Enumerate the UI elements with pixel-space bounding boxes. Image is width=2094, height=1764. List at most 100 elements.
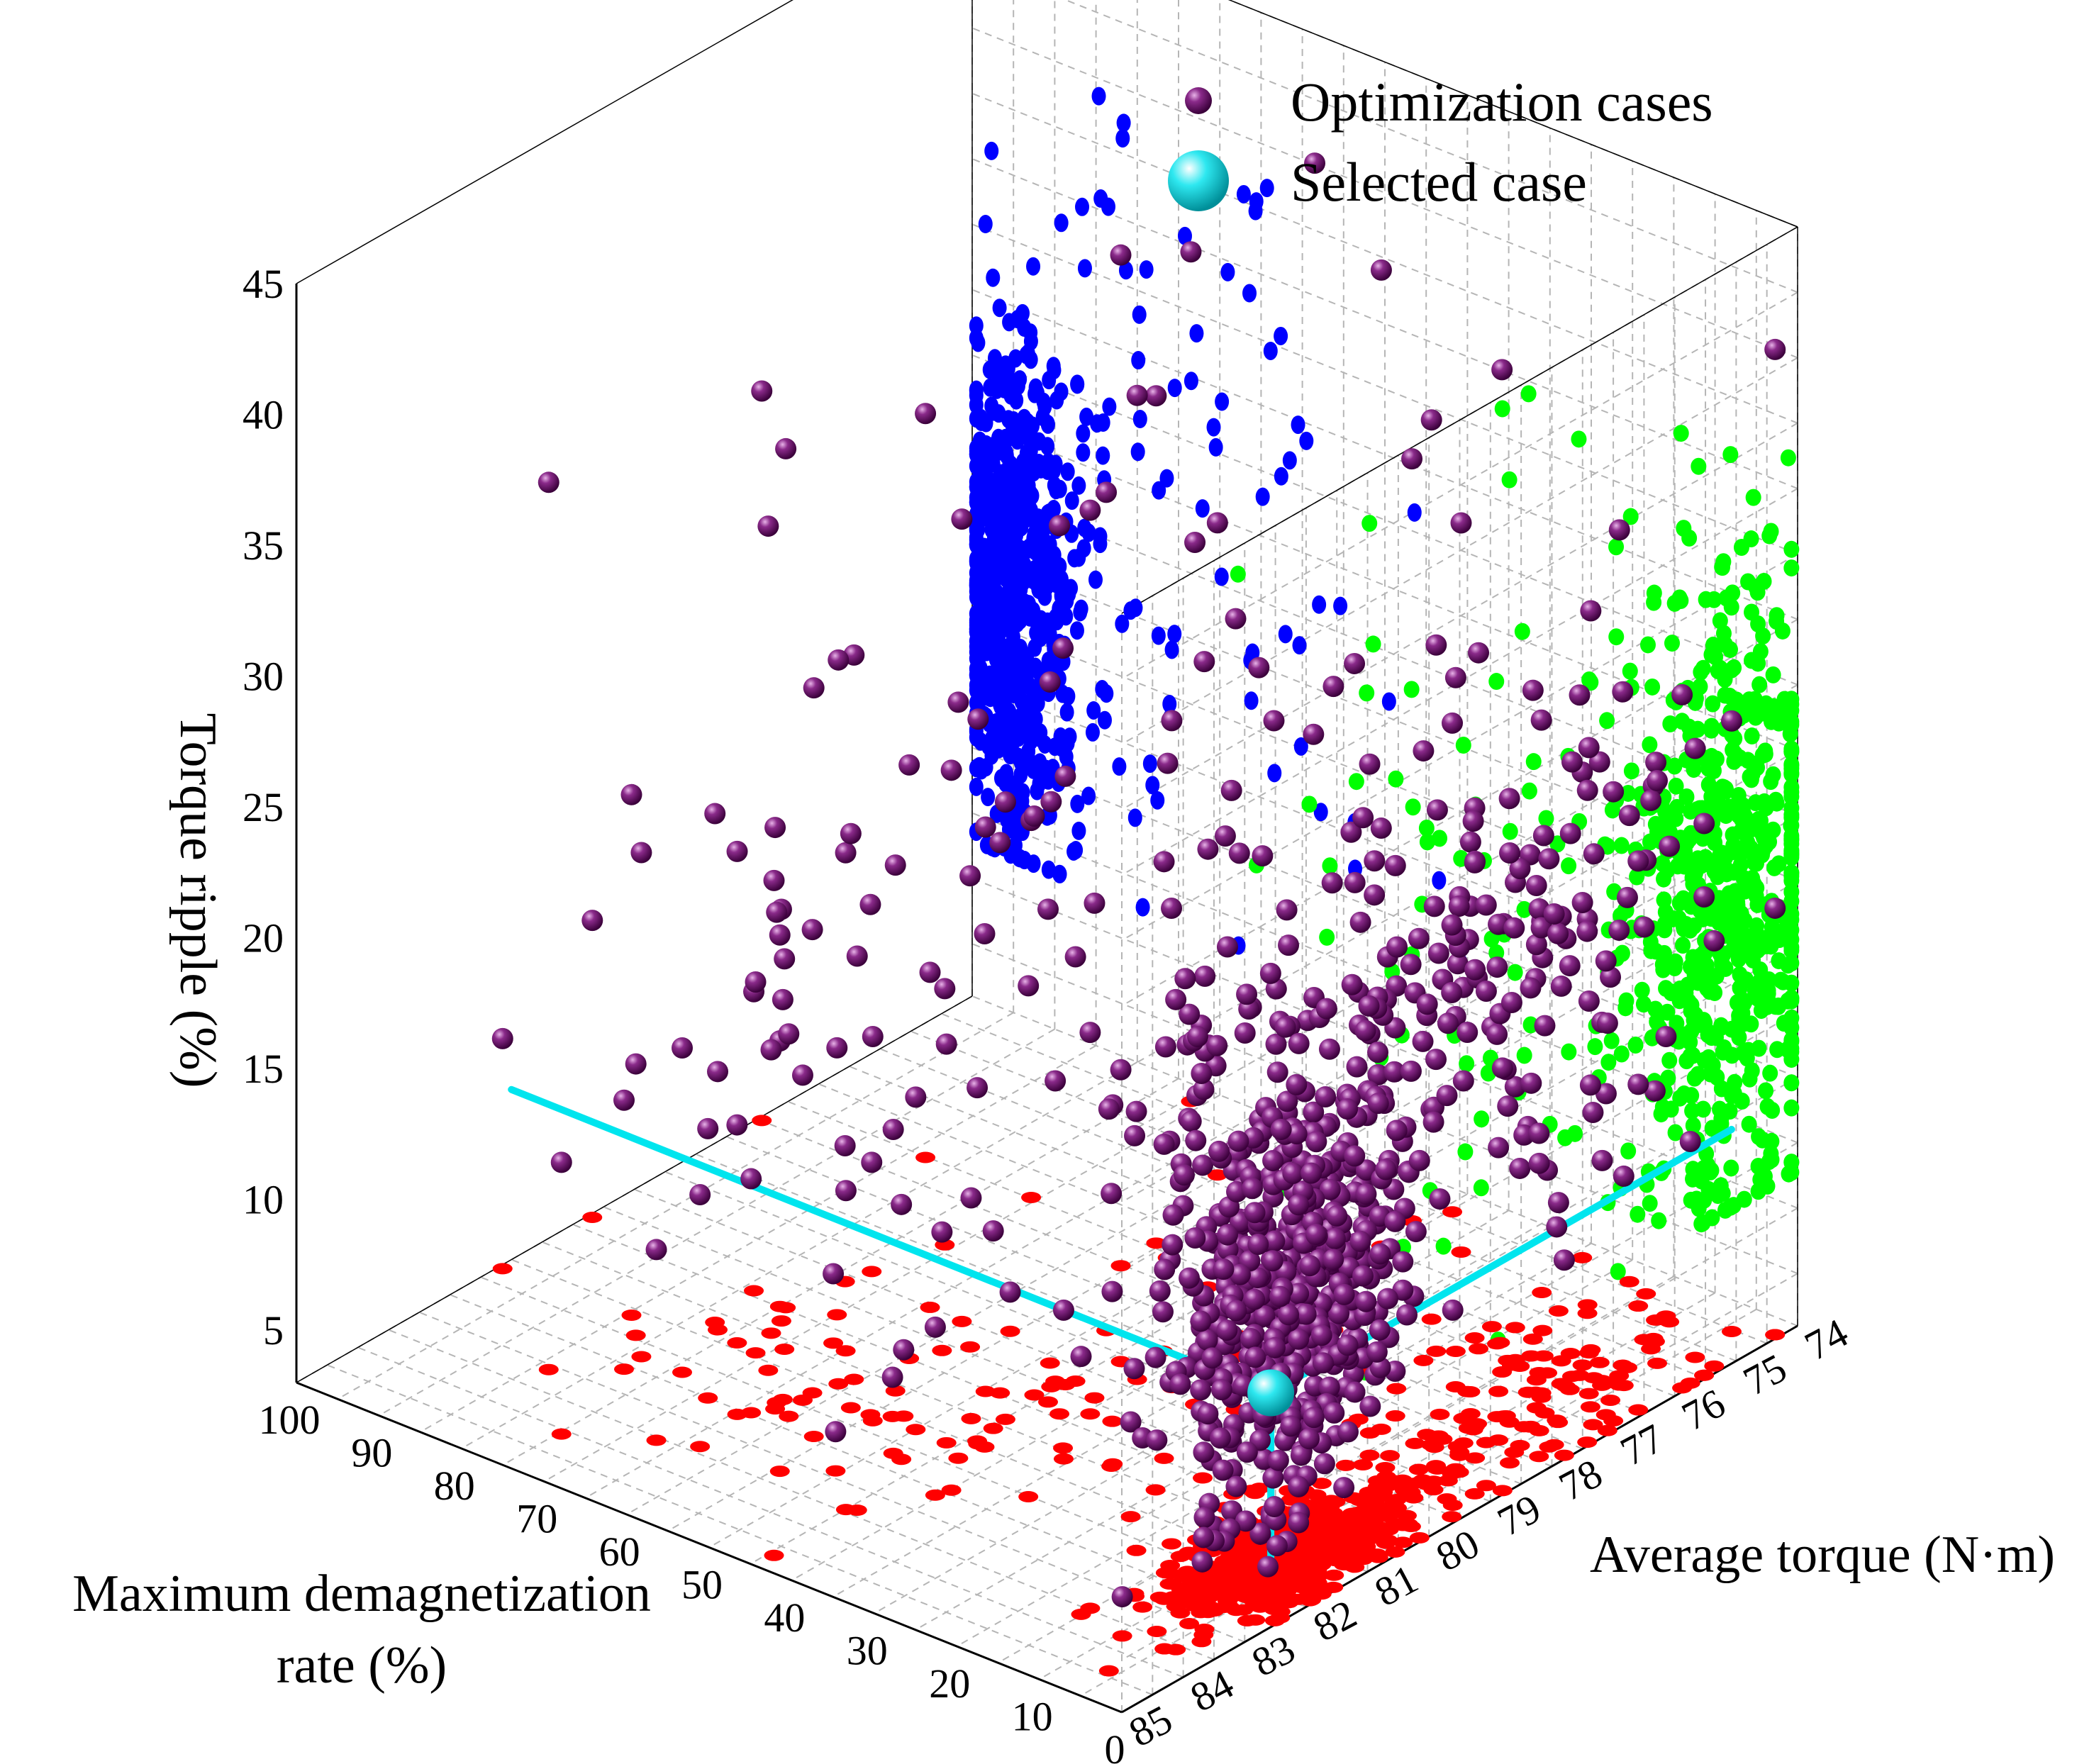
red-projection-point bbox=[1368, 1551, 1388, 1563]
red-projection-point bbox=[1101, 1460, 1122, 1472]
optimization-case-point bbox=[763, 869, 785, 891]
red-projection-point bbox=[1522, 1333, 1543, 1345]
green-projection-point bbox=[1703, 718, 1720, 735]
optimization-case-point bbox=[1408, 927, 1430, 949]
green-projection-point bbox=[1656, 870, 1672, 888]
red-projection-point bbox=[1400, 1521, 1421, 1533]
green-projection-point bbox=[1764, 1132, 1780, 1150]
optimization-case-point bbox=[1546, 1216, 1568, 1238]
optimization-case-point bbox=[1369, 1243, 1391, 1265]
red-projection-point bbox=[1449, 1466, 1469, 1478]
gridline bbox=[1121, 422, 1798, 810]
blue-projection-point bbox=[1145, 776, 1160, 795]
gridline bbox=[664, 1171, 1491, 1502]
red-projection-point bbox=[1577, 1299, 1598, 1311]
gridline bbox=[695, 1154, 1522, 1485]
blue-projection-point bbox=[976, 476, 991, 495]
optimization-case-point bbox=[1612, 681, 1634, 703]
red-projection-point bbox=[1685, 1351, 1705, 1363]
optimization-case-point bbox=[1225, 1300, 1247, 1322]
green-projection-point bbox=[1769, 607, 1785, 625]
optimization-case-point bbox=[1459, 831, 1481, 853]
gridline bbox=[757, 1118, 1583, 1450]
red-projection-point bbox=[1634, 1334, 1654, 1346]
optimization-case-point bbox=[1344, 1145, 1366, 1167]
green-projection-point bbox=[1783, 756, 1800, 774]
red-projection-point bbox=[967, 1435, 988, 1447]
blue-projection-point bbox=[1023, 323, 1038, 342]
gridline bbox=[461, 1061, 1138, 1449]
x-tick-label: 83 bbox=[1244, 1626, 1303, 1686]
red-projection-point bbox=[1529, 1424, 1549, 1436]
green-projection-point bbox=[1783, 817, 1800, 834]
gridline bbox=[971, 615, 1798, 947]
optimization-case-point bbox=[1333, 1283, 1355, 1305]
green-projection-point bbox=[1674, 713, 1691, 730]
optimization-case-point bbox=[1191, 1063, 1213, 1085]
optimization-case-point bbox=[1364, 884, 1386, 906]
red-projection-point bbox=[582, 1212, 603, 1224]
blue-projection-point bbox=[988, 682, 1003, 701]
gridline bbox=[511, 1258, 1337, 1590]
optimization-case-point bbox=[1269, 1285, 1291, 1307]
red-projection-point bbox=[551, 1428, 572, 1440]
green-projection-point bbox=[1734, 844, 1750, 861]
green-projection-point bbox=[1783, 1032, 1800, 1050]
green-projection-point bbox=[1698, 849, 1714, 866]
optimization-case-point bbox=[1576, 779, 1598, 801]
blue-projection-point bbox=[1076, 443, 1091, 462]
optimization-case-point bbox=[1429, 1188, 1451, 1210]
optimization-case-point bbox=[1370, 259, 1392, 281]
red-projection-point bbox=[862, 1266, 882, 1278]
optimization-case-point bbox=[1416, 993, 1438, 1015]
red-projection-point bbox=[1577, 1436, 1598, 1448]
optimization-case-point bbox=[1337, 1421, 1359, 1443]
blue-projection-point bbox=[1054, 382, 1069, 401]
optimization-case-point bbox=[1298, 1428, 1320, 1450]
red-projection-point bbox=[1331, 1545, 1352, 1557]
red-projection-point bbox=[1053, 1442, 1074, 1454]
red-projection-point bbox=[1359, 1449, 1380, 1461]
optimization-case-point bbox=[1720, 710, 1742, 732]
red-projection-point bbox=[1080, 1408, 1101, 1420]
optimization-case-point bbox=[1608, 919, 1630, 941]
optimization-case-point bbox=[1174, 968, 1196, 990]
red-projection-point bbox=[932, 1344, 952, 1356]
red-projection-point bbox=[847, 1504, 867, 1516]
red-projection-point bbox=[765, 1403, 786, 1415]
optimization-case-point bbox=[1096, 481, 1118, 503]
green-projection-point bbox=[1739, 1049, 1755, 1067]
red-projection-point bbox=[1162, 1578, 1183, 1590]
gridline bbox=[542, 1241, 1368, 1573]
blue-projection-point bbox=[1236, 184, 1251, 203]
optimization-case-point bbox=[1101, 1183, 1123, 1205]
optimization-case-point bbox=[1369, 1319, 1391, 1341]
optimization-case-point bbox=[1328, 1302, 1350, 1324]
blue-projection-point bbox=[1054, 213, 1069, 233]
optimization-case-point bbox=[1457, 1021, 1478, 1043]
y-axis-title-line1: Maximum demagnetization bbox=[72, 1565, 651, 1623]
red-projection-point bbox=[1532, 1287, 1552, 1299]
green-projection-point bbox=[1678, 788, 1695, 805]
red-projection-point bbox=[1311, 1478, 1332, 1490]
blue-projection-point bbox=[1118, 261, 1133, 280]
optimization-case-point bbox=[1408, 1149, 1430, 1171]
optimization-case-point bbox=[1197, 838, 1219, 860]
y-tick-label: 80 bbox=[434, 1463, 475, 1509]
red-projection-point bbox=[1646, 1314, 1666, 1326]
optimization-case-point bbox=[1600, 966, 1622, 988]
red-projection-point bbox=[698, 1392, 718, 1404]
optimization-case-point bbox=[1045, 1070, 1067, 1092]
green-projection-point bbox=[1707, 834, 1723, 852]
blue-projection-point bbox=[1047, 361, 1062, 380]
optimization-case-point bbox=[1179, 1003, 1201, 1025]
gridline bbox=[971, 289, 1798, 620]
optimization-case-point bbox=[630, 842, 652, 864]
blue-projection-point bbox=[1040, 415, 1055, 434]
optimization-case-point bbox=[726, 1114, 748, 1136]
optimization-case-point bbox=[1488, 1137, 1510, 1159]
gridline bbox=[971, 27, 1798, 359]
optimization-case-point bbox=[801, 919, 823, 941]
red-projection-point bbox=[1465, 1452, 1486, 1464]
green-projection-point bbox=[1647, 942, 1664, 960]
